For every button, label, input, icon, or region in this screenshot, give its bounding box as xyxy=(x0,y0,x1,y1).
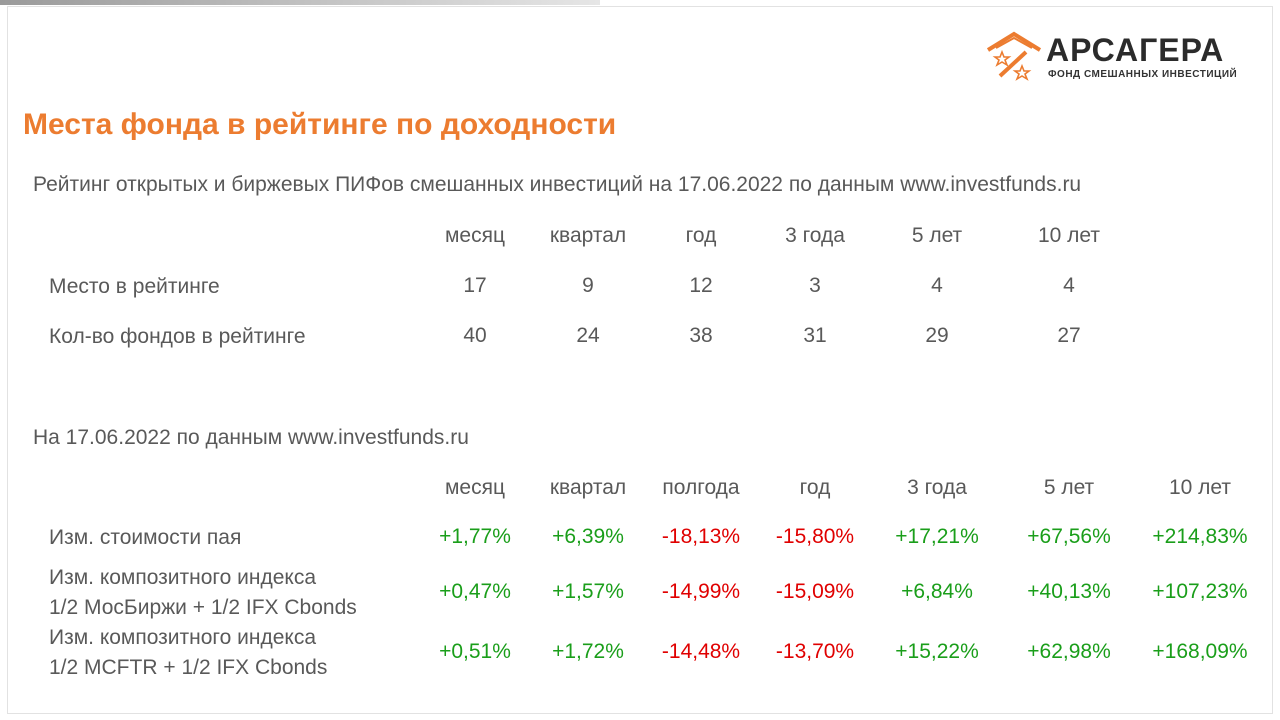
returns-cell: +168,09% xyxy=(1152,640,1248,663)
rating-cell: 3 xyxy=(809,274,821,297)
house-star-percent-icon xyxy=(986,31,1042,81)
returns-cell: +1,77% xyxy=(439,525,511,548)
page-title: Места фонда в рейтинге по доходности xyxy=(23,108,617,141)
returns-col-header: 10 лет xyxy=(1168,476,1232,499)
rating-cell: 12 xyxy=(689,274,713,297)
returns-cell: -15,80% xyxy=(775,525,855,548)
returns-cell: -18,13% xyxy=(661,525,741,548)
returns-cell: +67,56% xyxy=(1027,525,1111,548)
returns-col-header: месяц xyxy=(444,476,506,499)
rating-col-header: 5 лет xyxy=(911,224,963,247)
returns-cell: +0,51% xyxy=(439,640,511,663)
returns-cell: +214,83% xyxy=(1152,525,1248,548)
returns-row-label-line: 1/2 MCFTR + 1/2 IFX Cbonds xyxy=(49,656,328,679)
returns-cell: +1,57% xyxy=(552,580,624,603)
rating-cell: 40 xyxy=(463,324,487,347)
returns-cell: +1,72% xyxy=(552,640,624,663)
rating-cell: 27 xyxy=(1057,324,1081,347)
returns-cell: -14,99% xyxy=(661,580,741,603)
returns-row-label-line: Изм. композитного индекса xyxy=(49,626,317,649)
rating-cell: 24 xyxy=(576,324,600,347)
rating-cell: 17 xyxy=(463,274,487,297)
rating-row-label: Место в рейтинге xyxy=(49,275,220,298)
returns-cell: +17,21% xyxy=(895,525,979,548)
top-accent-line xyxy=(0,0,600,5)
returns-cell: +15,22% xyxy=(895,640,979,663)
returns-row-label-line: Изм. композитного индекса xyxy=(49,566,317,589)
brand-name: АРСАГЕРА xyxy=(1046,32,1225,68)
rating-row-label: Кол-во фондов в рейтинге xyxy=(49,325,306,348)
returns-cell: -15,09% xyxy=(775,580,855,603)
returns-col-header: год xyxy=(799,476,831,499)
returns-row-label-line: 1/2 МосБиржи + 1/2 IFX Cbonds xyxy=(49,596,357,619)
rating-cell: 4 xyxy=(931,274,943,297)
returns-row-label: Изм. стоимости пая xyxy=(49,523,241,553)
returns-row-label: Изм. композитного индекса 1/2 MCFTR + 1/… xyxy=(49,623,327,683)
rating-col-header: месяц xyxy=(444,224,506,247)
returns-col-header: квартал xyxy=(549,476,627,499)
returns-cell: +40,13% xyxy=(1027,580,1111,603)
returns-cell: +62,98% xyxy=(1027,640,1111,663)
brand-tagline: ФОНД СМЕШАННЫХ ИНВЕСТИЦИЙ xyxy=(1048,69,1238,80)
returns-col-header: 3 года xyxy=(907,476,967,499)
rating-cell: 29 xyxy=(925,324,949,347)
rating-cell: 4 xyxy=(1063,274,1075,297)
returns-row-label-line: Изм. стоимости пая xyxy=(49,526,242,549)
returns-cell: +6,39% xyxy=(552,525,624,548)
returns-cell: -13,70% xyxy=(775,640,855,663)
returns-cell: +0,47% xyxy=(439,580,511,603)
returns-cell: +6,84% xyxy=(901,580,973,603)
returns-col-header: полгода xyxy=(662,476,740,499)
rating-cell: 38 xyxy=(689,324,713,347)
rating-col-header: 3 года xyxy=(785,224,845,247)
rating-col-header: 10 лет xyxy=(1037,224,1101,247)
returns-cell: +107,23% xyxy=(1152,580,1248,603)
rating-col-header: год xyxy=(685,224,717,247)
rating-caption: Рейтинг открытых и биржевых ПИФов смешан… xyxy=(33,173,1082,196)
returns-cell: -14,48% xyxy=(661,640,741,663)
rating-cell: 31 xyxy=(803,324,827,347)
brand-logo: АРСАГЕРА ФОНД СМЕШАННЫХ ИНВЕСТИЦИЙ xyxy=(986,30,1256,86)
returns-row-label: Изм. композитного индекса 1/2 МосБиржи +… xyxy=(49,563,357,623)
rating-col-header: квартал xyxy=(549,224,627,247)
returns-caption: На 17.06.2022 по данным www.investfunds.… xyxy=(33,426,469,449)
rating-cell: 9 xyxy=(582,274,594,297)
returns-col-header: 5 лет xyxy=(1043,476,1095,499)
slide-border xyxy=(7,6,1273,714)
